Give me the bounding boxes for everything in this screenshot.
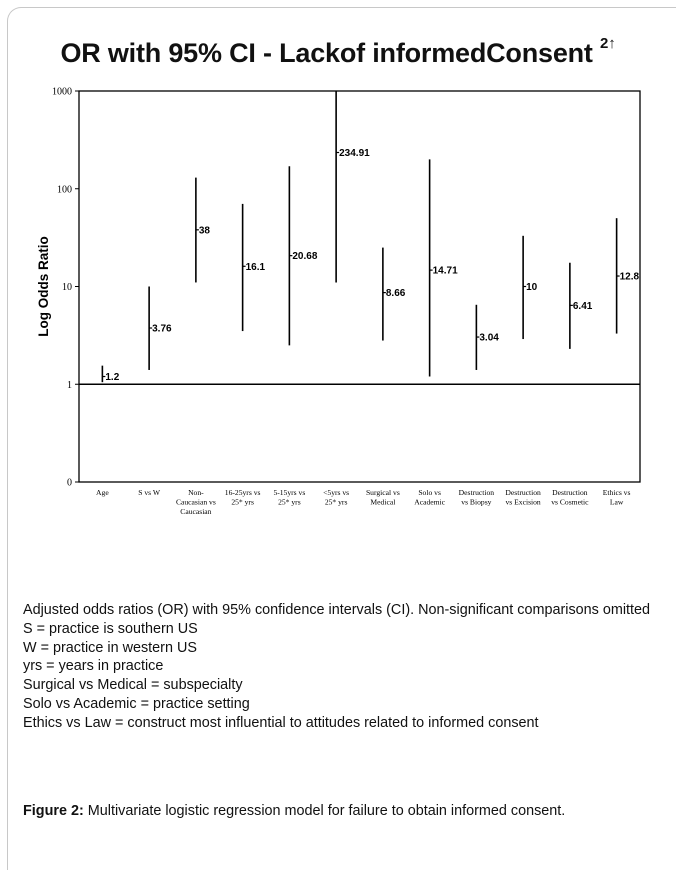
- or-label: 16.1: [246, 262, 266, 273]
- category-label: Destruction: [552, 488, 588, 497]
- caption: Adjusted odds ratios (OR) with 95% confi…: [23, 601, 653, 733]
- category-label: Ethics vs: [603, 488, 631, 497]
- category-label: Non-: [188, 488, 204, 497]
- category-label: Destruction: [459, 488, 495, 497]
- y-tick-label: 1: [67, 380, 72, 391]
- category-label: S vs W: [138, 488, 161, 497]
- category-label: Age: [96, 488, 109, 497]
- category-label: 16-25yrs vs: [225, 488, 261, 497]
- or-label: 20.68: [292, 251, 317, 262]
- category-label: vs Cosmetic: [551, 498, 589, 507]
- category-label: vs Biopsy: [461, 498, 491, 507]
- figure-frame: [7, 7, 676, 870]
- category-label: Caucasian vs: [176, 498, 216, 507]
- chart-title: OR with 95% CI - Lackof informedConsent …: [0, 35, 676, 69]
- caption-line: Surgical vs Medical = subspecialty: [23, 677, 243, 694]
- category-label: Academic: [414, 498, 445, 507]
- or-label: 14.71: [433, 266, 458, 277]
- y-tick-label: 100: [57, 184, 72, 195]
- y-tick-label: 0: [67, 478, 72, 489]
- y-tick-label: 1000: [52, 87, 72, 98]
- or-label: 234.91: [339, 148, 370, 159]
- or-label: 12.8: [620, 272, 640, 283]
- category-label: vs Excision: [506, 498, 541, 507]
- title-superscript: 2↑: [600, 35, 616, 52]
- category-label: Destruction: [505, 488, 541, 497]
- caption-line: Solo vs Academic = practice setting: [23, 695, 250, 712]
- caption-line: Ethics vs Law = construct most influenti…: [23, 714, 539, 731]
- figure-label: Figure 2:: [23, 803, 84, 819]
- category-label: Caucasian: [180, 507, 211, 516]
- category-label: 25* yrs: [231, 498, 254, 507]
- category-label: Solo vs: [418, 488, 441, 497]
- or-label: 10: [526, 282, 538, 293]
- or-label: 1.2: [105, 372, 119, 383]
- caption-line: yrs = years in practice: [23, 658, 164, 675]
- or-label: 3.76: [152, 324, 172, 335]
- category-label: <5yrs vs: [323, 488, 349, 497]
- y-tick-label: 10: [62, 282, 72, 293]
- category-label: 5-15yrs vs: [273, 488, 305, 497]
- odds-ratio-chart: 0 1 10 100 1000 Log Odds Ratio 1.2 Age 3.76 S vs …: [36, 87, 641, 516]
- category-label: Medical: [370, 498, 395, 507]
- or-label: 8.66: [386, 288, 406, 299]
- category-label: 25* yrs: [325, 498, 348, 507]
- category-label: Surgical vs: [366, 488, 400, 497]
- y-axis-label: Log Odds Ratio: [36, 236, 51, 337]
- or-label: 3.04: [479, 333, 499, 344]
- caption-line: Adjusted odds ratios (OR) with 95% confi…: [23, 602, 651, 618]
- figure-caption-text: Multivariate logistic regression model f…: [83, 803, 566, 819]
- category-label: Law: [610, 498, 624, 507]
- figure-caption: Figure 2: Multivariate logistic regressi…: [23, 802, 653, 821]
- category-label: 25* yrs: [278, 498, 301, 507]
- caption-line: W = practice in western US: [23, 639, 197, 656]
- chart-title-text: OR with 95% CI - Lackof informedConsent: [60, 38, 593, 68]
- caption-line: S = practice is southern US: [23, 620, 198, 637]
- or-label: 38: [199, 225, 211, 236]
- or-label: 6.41: [573, 301, 593, 312]
